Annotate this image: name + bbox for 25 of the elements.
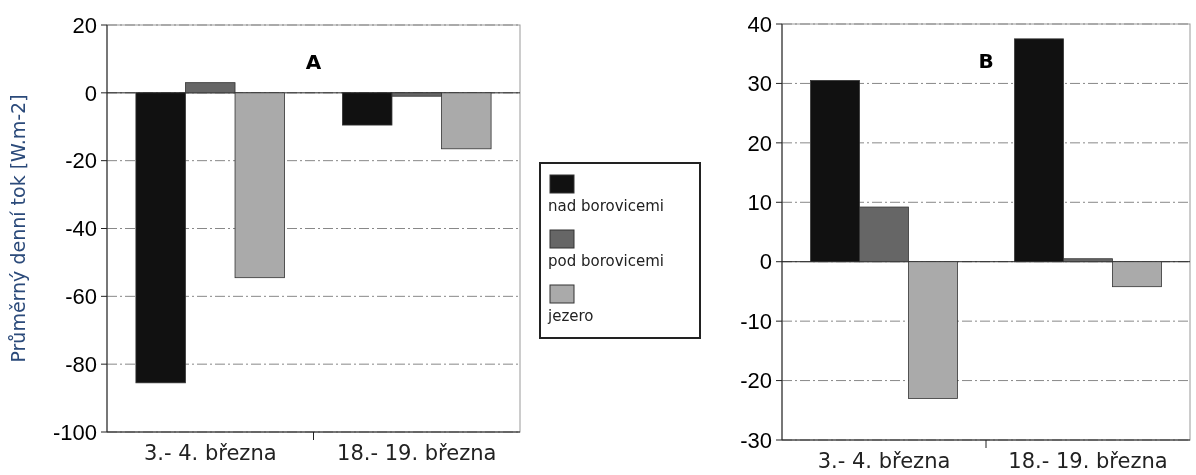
y-tick-label: 0 (84, 80, 97, 106)
text: B (978, 49, 994, 73)
y-tick-label: 30 (747, 71, 772, 97)
y-tick-label: -30 (740, 427, 772, 453)
legend-label: pod borovicemi (548, 252, 665, 270)
y-tick-label: -40 (65, 216, 97, 242)
y-tick-label: -60 (65, 284, 97, 310)
legend-label: nad borovicemi (548, 197, 665, 215)
x-tick-label: 18.- 19. března (1008, 449, 1168, 473)
y-tick-label: 10 (747, 189, 772, 215)
y-tick-label: 0 (759, 249, 772, 275)
y-tick-label: 20 (747, 130, 772, 156)
x-tick-label: 3.- 4. března (143, 441, 277, 465)
y-tick-label: 20 (72, 12, 97, 38)
y-tick-label: -20 (65, 148, 97, 174)
y-tick-label: -80 (65, 351, 97, 377)
text: A (305, 50, 322, 74)
y-tick-label: -20 (740, 368, 772, 394)
y-tick-label: -10 (740, 308, 772, 334)
x-tick-label: 3.- 4. března (817, 449, 951, 473)
y-tick-label: -100 (52, 419, 97, 445)
y-axis-title: Průměrný denní tok [W.m-2] (7, 94, 29, 363)
legend-label: jezero (547, 307, 594, 325)
y-tick-label: 40 (747, 11, 772, 37)
x-tick-label: 18.- 19. března (337, 441, 497, 465)
